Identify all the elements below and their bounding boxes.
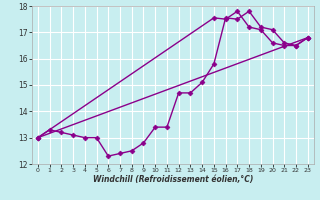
- X-axis label: Windchill (Refroidissement éolien,°C): Windchill (Refroidissement éolien,°C): [92, 175, 253, 184]
